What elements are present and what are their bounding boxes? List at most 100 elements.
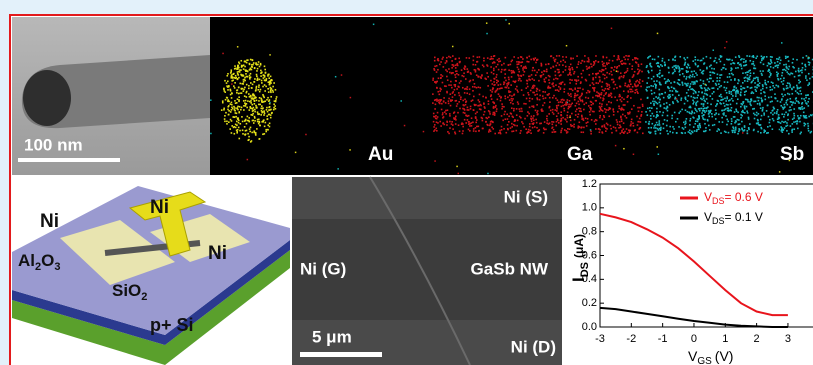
edx-dot bbox=[441, 109, 443, 111]
edx-dot bbox=[448, 98, 450, 100]
edx-dot bbox=[655, 117, 657, 119]
edx-dot bbox=[550, 56, 552, 58]
edx-dot bbox=[750, 105, 752, 107]
edx-dot bbox=[779, 57, 781, 59]
edx-dot bbox=[254, 100, 256, 102]
edx-dot bbox=[593, 61, 595, 63]
edx-dot bbox=[499, 60, 501, 62]
edx-dot bbox=[243, 81, 245, 83]
edx-dot bbox=[520, 130, 522, 132]
edx-dot bbox=[699, 127, 701, 129]
edx-dot bbox=[562, 56, 564, 58]
edx-dot bbox=[744, 80, 746, 82]
edx-dot bbox=[228, 121, 230, 123]
edx-dot bbox=[696, 80, 698, 82]
edx-dot bbox=[496, 82, 498, 84]
edx-dot bbox=[341, 74, 343, 76]
edx-dot bbox=[469, 123, 471, 125]
edx-dot bbox=[253, 81, 255, 83]
edx-dot bbox=[674, 60, 676, 62]
edx-dot bbox=[650, 127, 652, 129]
edx-dot bbox=[591, 104, 593, 106]
edx-dot bbox=[742, 132, 744, 134]
edx-dot bbox=[615, 84, 617, 86]
edx-dot bbox=[580, 111, 582, 113]
edx-dot bbox=[753, 61, 755, 63]
edx-dot bbox=[794, 115, 796, 117]
edx-dot bbox=[544, 91, 546, 93]
edx-dot bbox=[601, 92, 603, 94]
edx-dot bbox=[461, 122, 463, 124]
edx-dot bbox=[599, 117, 601, 119]
edx-dot bbox=[556, 108, 558, 110]
edx-dot bbox=[470, 108, 472, 110]
edx-dot bbox=[250, 96, 252, 98]
edx-dot bbox=[266, 115, 268, 117]
edx-dot bbox=[595, 100, 597, 102]
edx-dot bbox=[694, 108, 696, 110]
edx-dot bbox=[492, 101, 494, 103]
edx-dot bbox=[516, 86, 518, 88]
edx-dot bbox=[639, 82, 641, 84]
edx-dot bbox=[720, 61, 722, 63]
y-tick-label: 1.0 bbox=[582, 202, 597, 214]
edx-dot bbox=[555, 89, 557, 91]
edx-dot bbox=[543, 98, 545, 100]
edx-dot bbox=[735, 67, 737, 69]
edx-dot bbox=[797, 88, 799, 90]
edx-dot bbox=[557, 99, 559, 101]
edx-dot bbox=[466, 100, 468, 102]
edx-dot bbox=[242, 129, 244, 131]
edx-dot bbox=[601, 94, 603, 96]
edx-dot bbox=[237, 129, 239, 131]
edx-dot bbox=[770, 56, 772, 58]
edx-dot bbox=[684, 103, 686, 105]
edx-dot bbox=[536, 72, 538, 74]
edx-dot bbox=[692, 88, 694, 90]
edx-dot bbox=[564, 129, 566, 131]
edx-dot bbox=[763, 114, 765, 116]
edx-dot bbox=[467, 71, 469, 73]
edx-dot bbox=[567, 128, 569, 130]
edx-dot bbox=[572, 125, 574, 127]
edx-dot bbox=[256, 70, 258, 72]
edx-dot bbox=[799, 107, 801, 109]
edx-dot bbox=[582, 131, 584, 133]
edx-dot bbox=[538, 80, 540, 82]
edx-dot bbox=[238, 120, 240, 122]
edx-dot bbox=[564, 104, 566, 106]
edx-dot bbox=[226, 120, 228, 122]
edx-dot bbox=[275, 89, 277, 91]
edx-dot bbox=[492, 128, 494, 130]
edx-dot bbox=[610, 128, 612, 130]
edx-dot bbox=[689, 130, 691, 132]
edx-dot bbox=[231, 102, 233, 104]
edx-dot bbox=[238, 86, 240, 88]
edx-dot bbox=[519, 78, 521, 80]
edx-dot bbox=[808, 98, 810, 100]
edx-dot bbox=[666, 102, 668, 104]
edx-dot bbox=[447, 79, 449, 81]
edx-dot bbox=[497, 59, 499, 61]
figure: 100 nm Au Ga Sb Ni Ni Ni Al2O3 SiO2 p+ S… bbox=[0, 0, 813, 365]
edx-dot bbox=[576, 67, 578, 69]
edx-dot bbox=[782, 83, 784, 85]
edx-dot bbox=[637, 58, 639, 60]
edx-dot bbox=[561, 128, 563, 130]
contact-label: Ni bbox=[40, 211, 59, 232]
edx-dot bbox=[652, 58, 654, 60]
edx-dot bbox=[254, 130, 256, 132]
edx-dot bbox=[350, 97, 352, 99]
edx-dot bbox=[533, 92, 535, 94]
edx-dot bbox=[450, 99, 452, 101]
edx-dot bbox=[593, 89, 595, 91]
edx-dot bbox=[721, 117, 723, 119]
edx-dot bbox=[523, 103, 525, 105]
edx-dot bbox=[744, 129, 746, 131]
edx-dot bbox=[792, 58, 794, 60]
edx-dot bbox=[504, 69, 506, 71]
edx-dot bbox=[268, 109, 270, 111]
edx-dot bbox=[667, 106, 669, 108]
edx-dot bbox=[764, 80, 766, 82]
edx-dot bbox=[648, 127, 650, 129]
